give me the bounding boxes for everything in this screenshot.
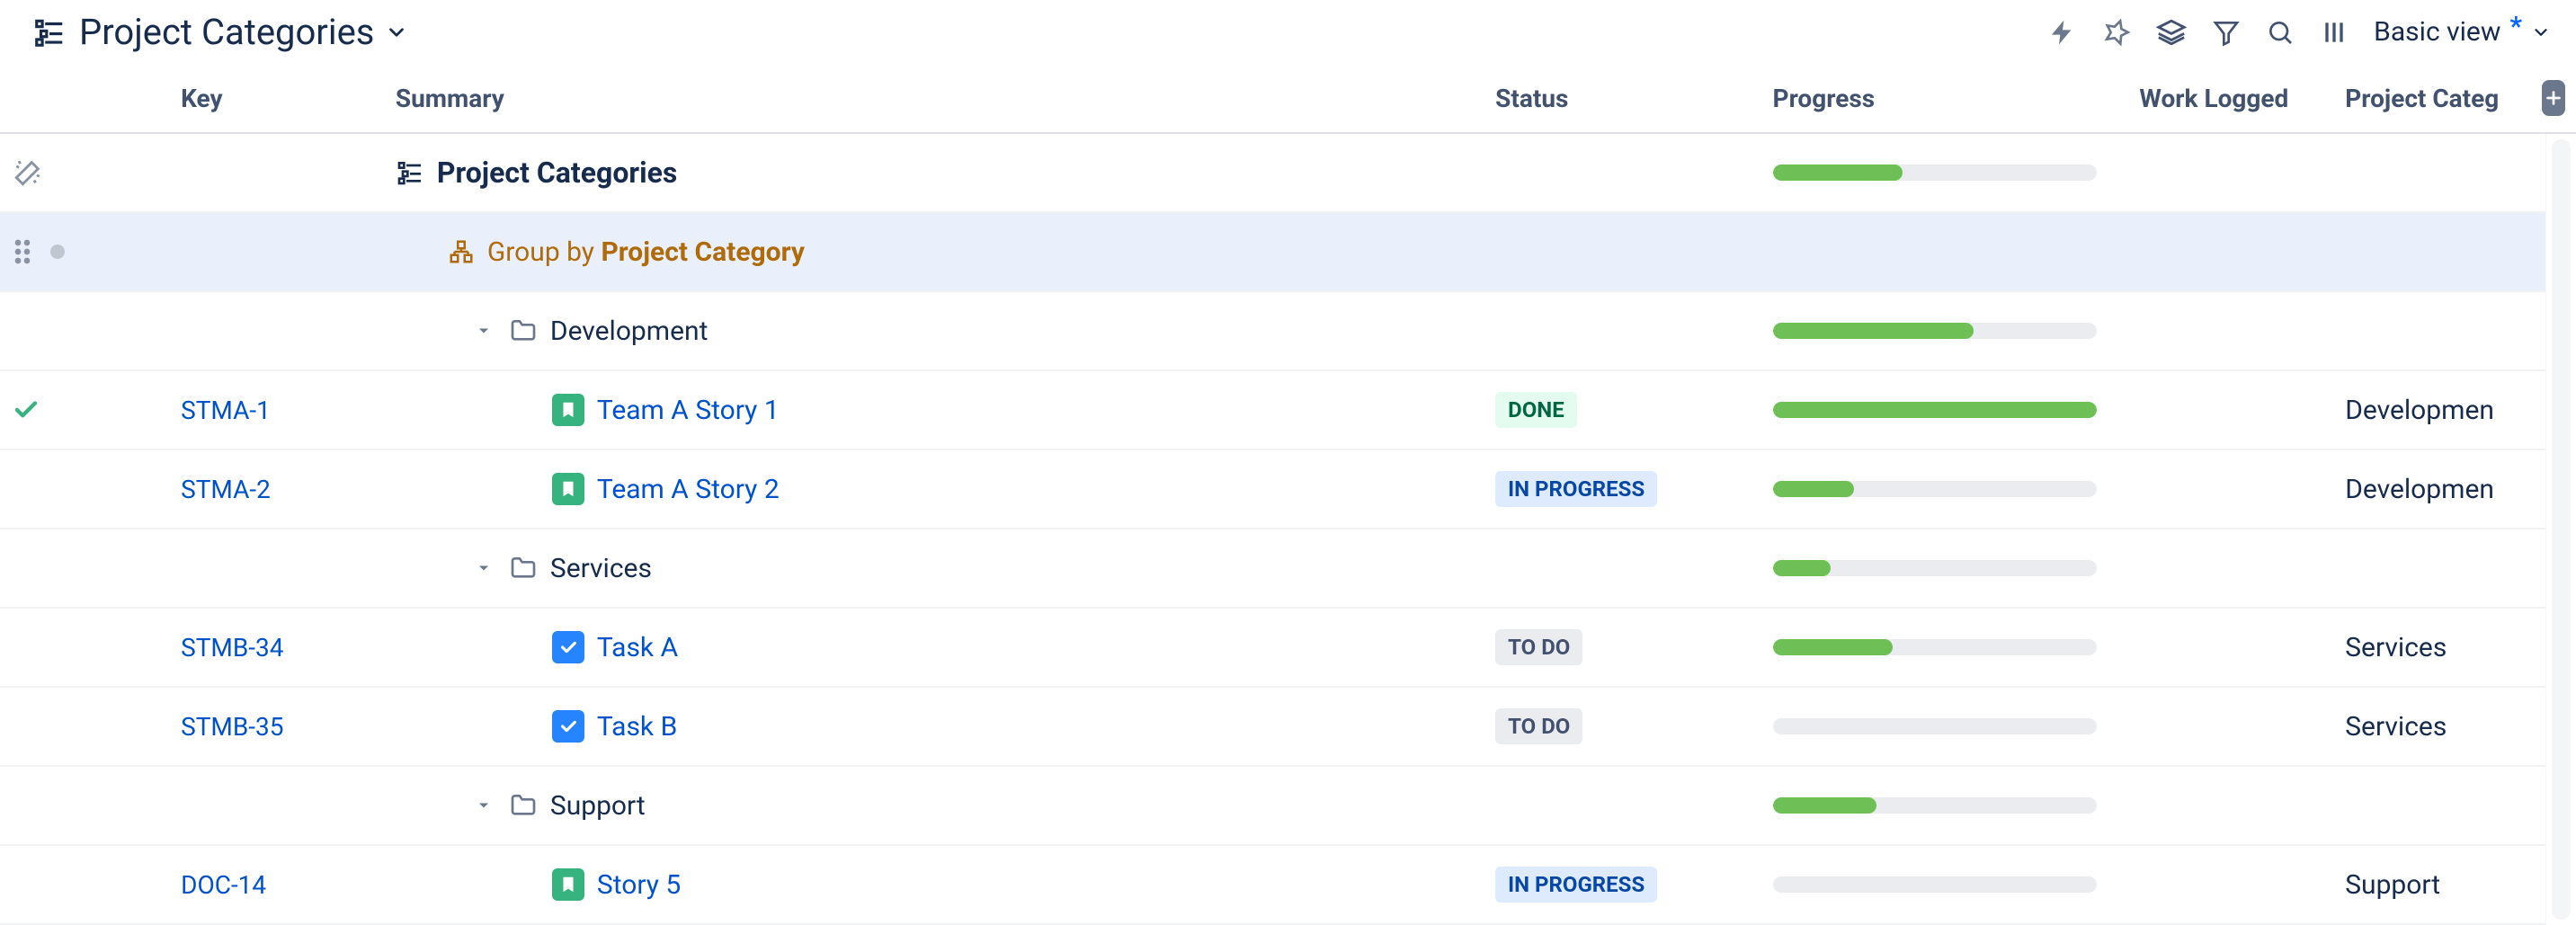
progress-bar xyxy=(1773,876,2097,893)
table-row[interactable]: Group by Project Category xyxy=(0,213,2576,292)
progress-bar xyxy=(1773,797,2097,814)
issue-key-link[interactable]: STMA-2 xyxy=(181,475,271,504)
table-row[interactable]: STMA-2 Team A Story 2 IN PROGRESS Developme… xyxy=(0,450,2576,529)
chevron-down-icon xyxy=(2531,22,2551,42)
table-row[interactable]: Services xyxy=(0,529,2576,609)
table-row[interactable]: Project Categories xyxy=(0,134,2576,213)
vertical-scrollbar[interactable] xyxy=(2545,134,2576,925)
issue-key-link[interactable]: DOC-14 xyxy=(181,870,266,900)
status-badge: IN PROGRESS xyxy=(1495,867,1657,903)
table-row[interactable]: STMA-1 Team A Story 1 DONE Developmen xyxy=(0,371,2576,450)
table-row[interactable]: DOC-14 Story 5 IN PROGRESS Support xyxy=(0,846,2576,925)
structure-icon xyxy=(32,15,67,49)
category-text: Services xyxy=(2345,632,2447,663)
col-status[interactable]: Status xyxy=(1484,67,1761,129)
columns-icon[interactable] xyxy=(2320,18,2349,47)
progress-bar xyxy=(1773,402,2097,418)
view-modified-indicator: * xyxy=(2509,11,2522,42)
search-icon[interactable] xyxy=(2266,18,2295,47)
progress-bar xyxy=(1773,560,2097,576)
structure-icon xyxy=(396,158,424,187)
folder-label[interactable]: Services xyxy=(550,553,652,584)
issue-title[interactable]: Team A Story 1 xyxy=(597,395,780,426)
root-label[interactable]: Project Categories xyxy=(437,156,677,190)
view-selector[interactable]: Basic view* xyxy=(2374,16,2551,48)
issue-key-link[interactable]: STMB-34 xyxy=(181,633,283,663)
issue-title[interactable]: Team A Story 2 xyxy=(597,474,780,505)
progress-bar xyxy=(1773,165,2097,181)
category-text: Support xyxy=(2345,869,2440,901)
issue-title[interactable]: Task B xyxy=(597,711,677,743)
col-project-category[interactable]: Project Categ xyxy=(2334,67,2531,129)
table-row[interactable]: Support xyxy=(0,767,2576,846)
chevron-down-icon xyxy=(385,21,408,44)
progress-bar xyxy=(1773,481,2097,497)
folder-icon xyxy=(509,554,538,583)
expander[interactable] xyxy=(475,796,493,814)
col-work-logged[interactable]: Work Logged xyxy=(2128,67,2334,129)
filter-icon[interactable] xyxy=(2212,18,2241,47)
category-text: Developmen xyxy=(2345,474,2494,505)
category-text: Services xyxy=(2345,711,2447,743)
group-label[interactable]: Group by Project Category xyxy=(487,236,805,268)
progress-bar xyxy=(1773,323,2097,339)
status-badge: TO DO xyxy=(1495,629,1582,665)
folder-icon xyxy=(509,316,538,345)
story-icon xyxy=(552,473,584,505)
task-icon xyxy=(552,631,584,663)
pin-icon[interactable] xyxy=(2102,18,2131,47)
table-row[interactable]: STMB-34 Task A TO DO Services xyxy=(0,609,2576,688)
col-handle xyxy=(0,82,170,114)
plus-icon xyxy=(2542,80,2565,116)
folder-label[interactable]: Development xyxy=(550,316,709,347)
col-summary[interactable]: Summary xyxy=(385,67,1484,129)
issue-key-link[interactable]: STMB-35 xyxy=(181,712,283,742)
col-progress[interactable]: Progress xyxy=(1762,67,2129,129)
layers-icon[interactable] xyxy=(2156,17,2187,48)
story-icon xyxy=(552,868,584,901)
category-text: Developmen xyxy=(2345,395,2494,426)
toolbar: Project Categories Ba xyxy=(0,0,2576,64)
group-icon xyxy=(448,238,475,265)
expander[interactable] xyxy=(475,559,493,577)
progress-bar xyxy=(1773,639,2097,655)
folder-icon xyxy=(509,791,538,820)
status-badge: TO DO xyxy=(1495,708,1582,744)
page-title[interactable]: Project Categories xyxy=(79,11,408,53)
col-key[interactable]: Key xyxy=(170,67,385,129)
folder-label[interactable]: Support xyxy=(550,790,646,822)
view-name: Basic view xyxy=(2374,16,2500,48)
column-header: Key Summary Status Progress Work Logged … xyxy=(0,64,2576,134)
rows-container: Project Categories Group by Project Categ… xyxy=(0,134,2576,925)
issue-title[interactable]: Story 5 xyxy=(597,869,681,901)
expander[interactable] xyxy=(475,322,493,340)
status-badge: DONE xyxy=(1495,392,1577,428)
page-title-text: Project Categories xyxy=(79,11,374,53)
check-icon xyxy=(13,396,40,423)
bolt-icon[interactable] xyxy=(2048,18,2077,47)
progress-bar xyxy=(1773,718,2097,734)
story-icon xyxy=(552,394,584,426)
drag-handle-icon[interactable] xyxy=(13,238,32,265)
status-badge: IN PROGRESS xyxy=(1495,471,1657,507)
wand-icon xyxy=(13,157,43,188)
task-icon xyxy=(552,710,584,743)
add-column-button[interactable] xyxy=(2531,64,2576,132)
row-bullet xyxy=(50,245,65,259)
table-row[interactable]: STMB-35 Task B TO DO Services xyxy=(0,688,2576,767)
issue-key-link[interactable]: STMA-1 xyxy=(181,396,271,425)
table-row[interactable]: Development xyxy=(0,292,2576,371)
issue-title[interactable]: Task A xyxy=(597,632,678,663)
